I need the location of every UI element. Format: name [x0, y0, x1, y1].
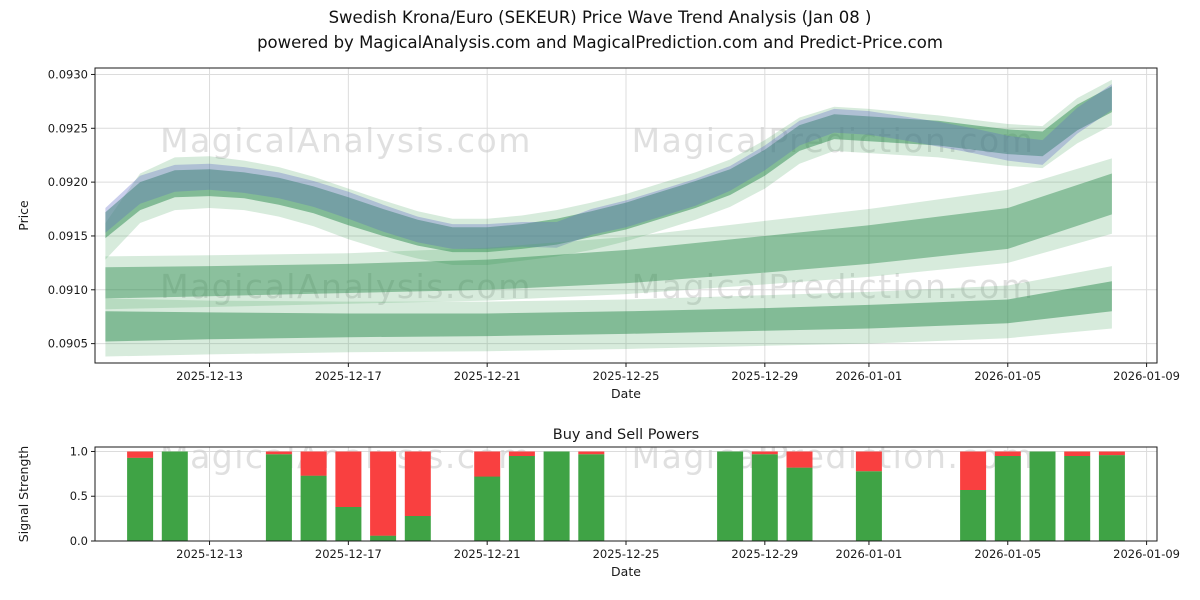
- buy-power-bar: [370, 535, 397, 541]
- sell-power-bar: [335, 451, 362, 507]
- sell-power-bar: [578, 451, 605, 455]
- figure-title-line2: powered by MagicalAnalysis.com and Magic…: [257, 33, 943, 52]
- x-tick-label: 2026-01-01: [836, 547, 903, 561]
- sell-power-bar: [751, 451, 778, 455]
- buy-power-bar: [161, 451, 188, 541]
- figure-title: Swedish Krona/Euro (SEKEUR) Price Wave T…: [0, 5, 1200, 55]
- buy-power-bar: [127, 457, 154, 541]
- y-axis-label: Price: [16, 200, 31, 231]
- trend-band-lower-band-low: [105, 281, 1112, 342]
- buy-power-bar: [265, 454, 292, 541]
- sell-power-bar: [855, 451, 882, 472]
- buy-power-bar: [1029, 451, 1056, 541]
- x-tick-label: 2025-12-21: [454, 547, 521, 561]
- buy-power-bar: [960, 490, 987, 541]
- trend-band-lower-band-mid-light: [105, 158, 1112, 310]
- x-tick-label: 2026-01-09: [1113, 547, 1180, 561]
- sell-power-bar: [265, 451, 292, 455]
- buy-power-bar: [786, 467, 813, 541]
- y-tick-label: 0.0930: [48, 67, 88, 81]
- x-axis-label: Date: [611, 564, 641, 579]
- watermark-magicalanalysis: MagicalAnalysis.com: [160, 121, 532, 160]
- sell-power-bar: [474, 451, 501, 477]
- buy-power-bar: [1064, 456, 1091, 541]
- y-tick-label: 0.0910: [48, 283, 88, 297]
- sell-power-bar: [994, 451, 1021, 456]
- y-axis-label: Signal Strength: [16, 446, 31, 542]
- x-tick-label: 2025-12-25: [593, 547, 660, 561]
- buy-power-bar: [543, 451, 570, 541]
- y-tick-label: 0.0915: [48, 229, 88, 243]
- buy-power-bar: [474, 476, 501, 541]
- x-tick-label: 2025-12-21: [454, 369, 521, 383]
- x-tick-label: 2025-12-13: [176, 369, 243, 383]
- x-tick-label: 2025-12-17: [315, 547, 382, 561]
- sell-power-bar: [370, 451, 397, 536]
- x-axis-label: Date: [611, 386, 641, 401]
- buy-power-bar: [994, 456, 1021, 541]
- x-tick-label: 2026-01-05: [974, 369, 1041, 383]
- sell-power-bar: [508, 451, 535, 456]
- x-tick-label: 2025-12-29: [731, 547, 798, 561]
- x-tick-label: 2025-12-29: [731, 369, 798, 383]
- price-wave-trend-content: [105, 79, 1112, 357]
- sell-power-bar: [404, 451, 431, 516]
- buy-power-bar: [717, 451, 744, 541]
- sell-power-bar: [1064, 451, 1091, 456]
- plot-buy-sell-powers: MagicalAnalysis.comMagicalPrediction.com…: [16, 427, 1180, 579]
- buy-power-bar: [300, 475, 327, 541]
- y-tick-label: 0.0920: [48, 175, 88, 189]
- x-tick-label: 2025-12-13: [176, 547, 243, 561]
- plot-price-wave-trend: MagicalAnalysis.com MagicalPrediction.com…: [16, 67, 1180, 401]
- buy-power-bar: [508, 456, 535, 541]
- x-tick-label: 2025-12-25: [593, 369, 660, 383]
- buy-power-bar: [751, 454, 778, 541]
- sell-power-bar: [786, 451, 813, 468]
- sell-power-bar: [127, 451, 154, 458]
- subplot-title: Buy and Sell Powers: [553, 427, 699, 443]
- sell-power-bar: [960, 451, 987, 490]
- trend-band-upper-band-blue: [105, 84, 1112, 249]
- buy-power-bar: [855, 471, 882, 541]
- y-tick-label: 0.0905: [48, 337, 88, 351]
- x-tick-label: 2026-01-05: [974, 547, 1041, 561]
- buy-sell-powers-content: [127, 451, 1125, 541]
- y-tick-label: 0.0925: [48, 121, 88, 135]
- y-tick-label: 0.0: [70, 534, 88, 548]
- sell-power-bar: [300, 451, 327, 476]
- figure-title-line1: Swedish Krona/Euro (SEKEUR) Price Wave T…: [328, 8, 872, 27]
- y-tick-label: 1.0: [70, 444, 88, 458]
- sell-power-bar: [1098, 451, 1125, 456]
- buy-power-bar: [1098, 455, 1125, 541]
- trend-band-upper-band-green: [105, 86, 1112, 253]
- buy-power-bar: [335, 507, 362, 541]
- x-tick-label: 2025-12-17: [315, 369, 382, 383]
- buy-power-bar: [404, 515, 431, 541]
- watermark-magicalprediction: MagicalPrediction.com: [632, 267, 1035, 306]
- x-tick-label: 2026-01-01: [836, 369, 903, 383]
- buy-power-bar: [578, 454, 605, 541]
- watermark-magicalanalysis: MagicalAnalysis.com: [160, 267, 532, 306]
- x-tick-label: 2026-01-09: [1113, 369, 1180, 383]
- trend-band-lower-band-mid: [105, 173, 1112, 299]
- y-tick-label: 0.5: [70, 489, 88, 503]
